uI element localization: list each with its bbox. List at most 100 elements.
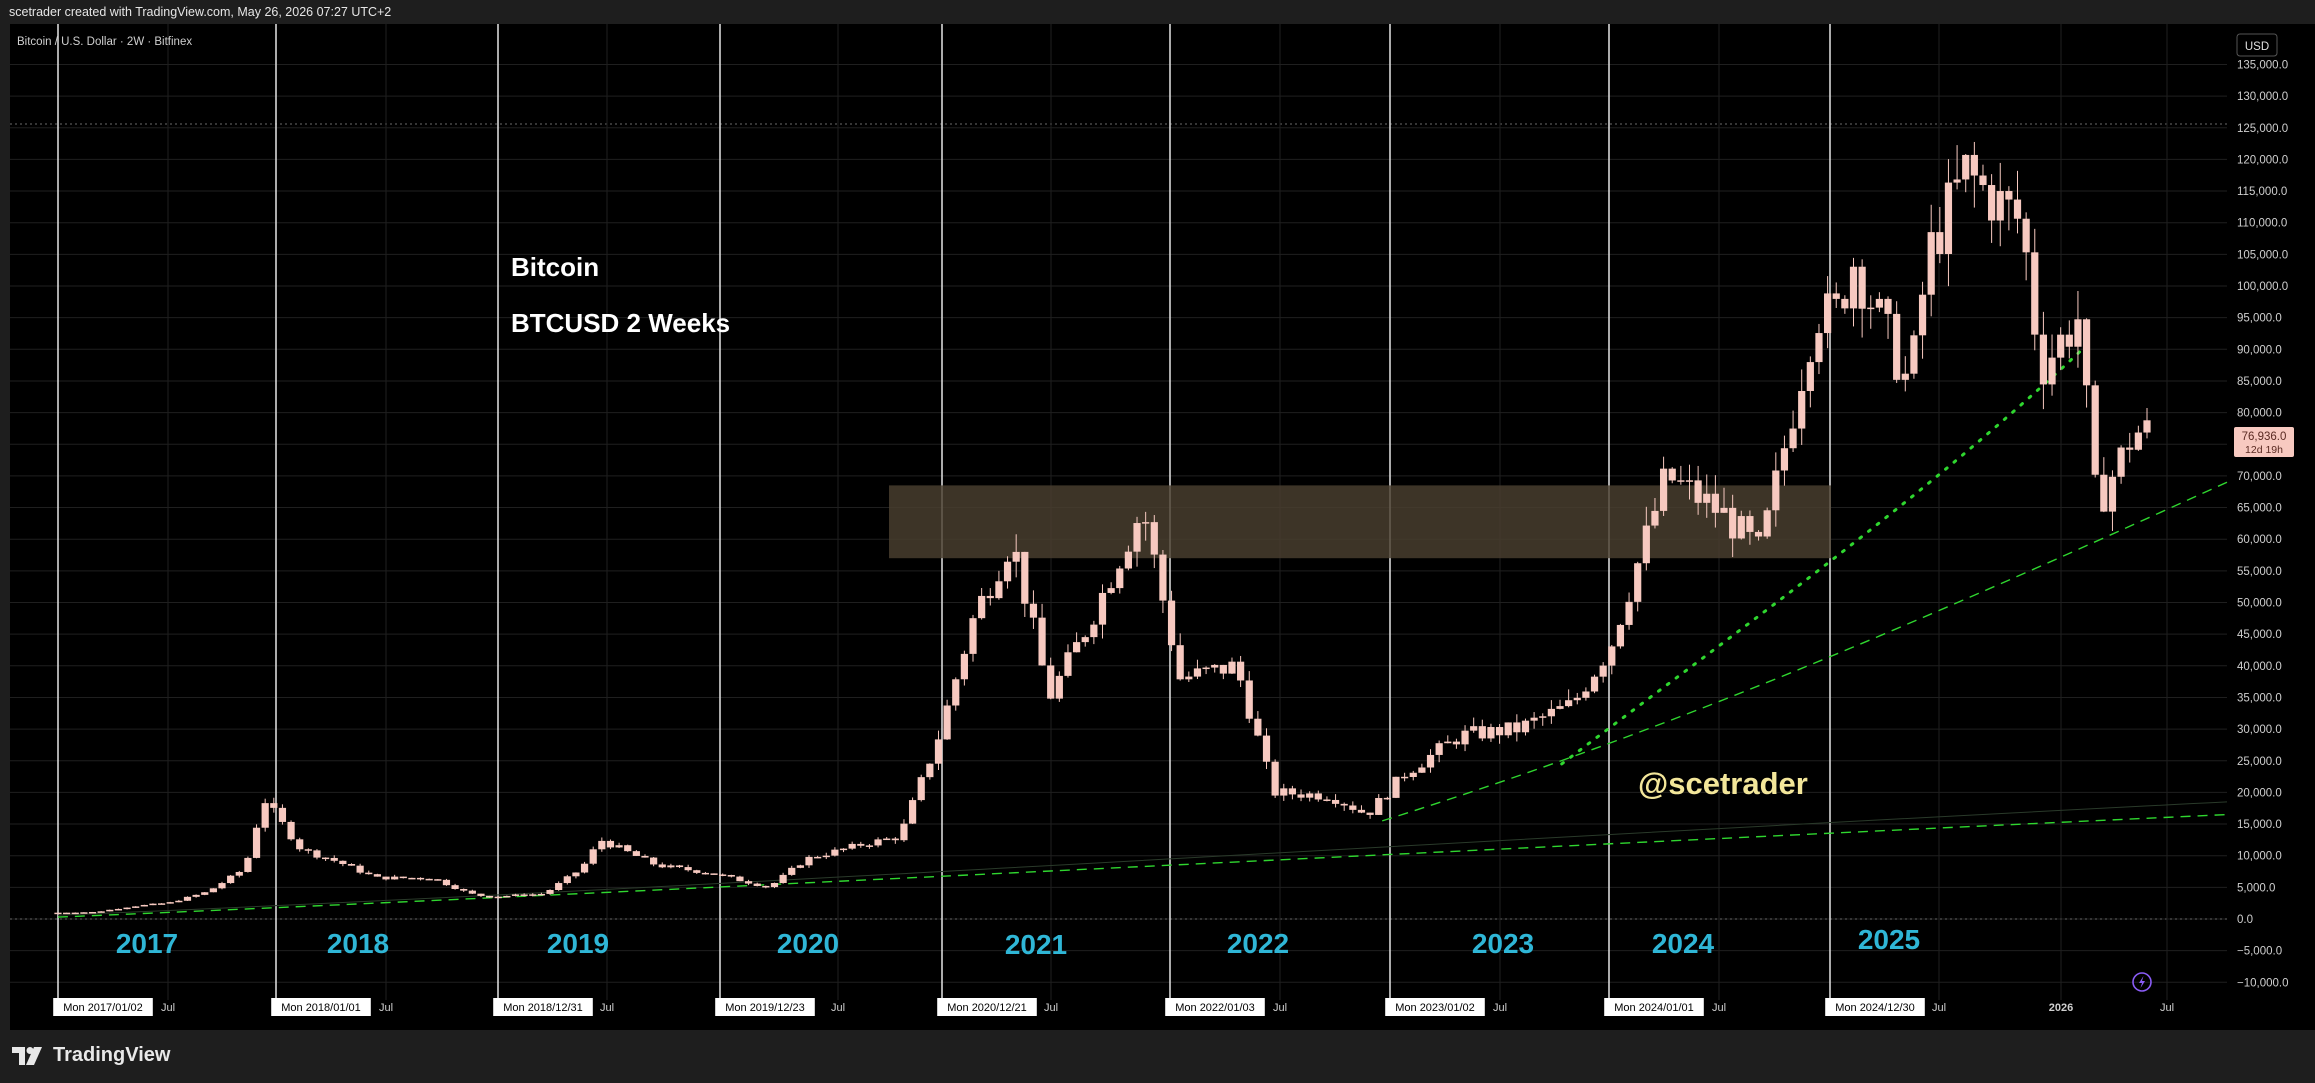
candle-body bbox=[719, 874, 727, 876]
candle-body bbox=[1495, 727, 1504, 736]
candle-body bbox=[865, 845, 874, 847]
long-term-support-trendline bbox=[57, 813, 2228, 918]
year-label: 2024 bbox=[1652, 928, 1715, 959]
candle-body bbox=[632, 851, 640, 856]
candle-body bbox=[2039, 334, 2048, 385]
candle-body bbox=[839, 848, 848, 851]
candle-body bbox=[244, 857, 252, 872]
candle-body bbox=[451, 885, 459, 889]
candle-body bbox=[1237, 661, 1245, 681]
x-tick-label: Jul bbox=[831, 1002, 845, 1014]
x-tick-label: Jul bbox=[1273, 1002, 1287, 1014]
candle-body bbox=[399, 876, 407, 879]
candle-body bbox=[54, 912, 62, 915]
y-tick-label: 100,000.0 bbox=[2237, 281, 2288, 293]
currency-badge[interactable]: USD bbox=[2236, 33, 2278, 57]
candle-body bbox=[2100, 474, 2108, 512]
y-tick-label: 95,000.0 bbox=[2237, 313, 2282, 325]
candle-body bbox=[908, 800, 917, 824]
y-tick-label: 115,000.0 bbox=[2237, 186, 2287, 198]
candle-body bbox=[1884, 298, 1892, 314]
y-tick-label: 70,000.0 bbox=[2237, 471, 2282, 483]
x-tick-label: Jul bbox=[379, 1002, 393, 1014]
candle-body bbox=[572, 872, 580, 877]
candle-body bbox=[1461, 730, 1469, 745]
candle-body bbox=[1470, 726, 1478, 731]
candle-body bbox=[175, 900, 183, 903]
x-tick-label: Jul bbox=[2160, 1002, 2174, 1014]
candle-body bbox=[391, 876, 399, 880]
candle-body bbox=[1513, 722, 1521, 733]
cycle-support-trendline bbox=[1381, 481, 2228, 822]
y-tick-label: 135,000.0 bbox=[2237, 59, 2288, 71]
candle-body bbox=[1547, 708, 1555, 717]
candle-body bbox=[1280, 788, 1288, 796]
candle-body bbox=[1262, 735, 1271, 762]
candle-body bbox=[2134, 432, 2142, 450]
candle-body bbox=[520, 894, 528, 896]
price-chart[interactable]: 135,000.0 130,000.0 125,000.0 120,000.0 115,… bbox=[0, 24, 2315, 1030]
candle-body bbox=[2022, 218, 2030, 253]
candle-body bbox=[1746, 516, 1754, 532]
candle-body bbox=[1142, 522, 1150, 524]
candle-series bbox=[54, 141, 2151, 915]
date-badge bbox=[271, 998, 371, 1016]
x-tick-label: Jul bbox=[1493, 1002, 1507, 1014]
candle-body bbox=[1815, 333, 1823, 363]
candle-body bbox=[1737, 516, 1745, 539]
candle-body bbox=[1383, 797, 1391, 800]
candle-body bbox=[1875, 298, 1883, 308]
y-tick-label: 0.0 bbox=[2237, 914, 2253, 926]
candle-body bbox=[995, 581, 1003, 599]
candle-body bbox=[917, 777, 925, 801]
date-badge bbox=[493, 998, 593, 1016]
date-badge bbox=[715, 998, 815, 1016]
candle-body bbox=[658, 864, 666, 868]
candle-body bbox=[1918, 294, 1927, 336]
candle-body bbox=[114, 908, 123, 911]
y-tick-label: 25,000.0 bbox=[2237, 756, 2282, 768]
candle-body bbox=[1659, 468, 1668, 511]
candle-body bbox=[1573, 697, 1581, 701]
y-tick-label: 45,000.0 bbox=[2237, 629, 2282, 641]
candle-body bbox=[1988, 185, 1996, 221]
candle-body bbox=[1780, 448, 1789, 471]
price-axis[interactable]: 135,000.0 130,000.0 125,000.0 120,000.0 115,… bbox=[2237, 59, 2288, 989]
candle-body bbox=[1910, 335, 1918, 374]
candle-body bbox=[1996, 191, 2004, 221]
candle-body bbox=[857, 843, 865, 846]
candle-body bbox=[2013, 199, 2022, 219]
candle-body bbox=[1634, 563, 1642, 602]
candle-body bbox=[960, 653, 968, 680]
candle-body bbox=[1228, 661, 1236, 674]
x-tick-label: Jul bbox=[600, 1002, 614, 1014]
candle-body bbox=[63, 912, 71, 915]
candle-body bbox=[537, 893, 546, 896]
candle-body bbox=[1487, 727, 1495, 739]
candle-body bbox=[261, 803, 269, 828]
candle-body bbox=[2031, 252, 2039, 335]
candle-body bbox=[1271, 761, 1279, 796]
candle-body bbox=[1055, 675, 1063, 699]
y-tick-label: 60,000.0 bbox=[2237, 534, 2282, 546]
candle-body bbox=[1590, 676, 1599, 692]
date-badge bbox=[1385, 998, 1485, 1016]
candle-body bbox=[1159, 554, 1167, 601]
x-tick-label: Mon 2017/01/02 bbox=[63, 1002, 143, 1014]
candle-body bbox=[1565, 700, 1573, 707]
candle-body bbox=[2126, 447, 2134, 450]
time-axis[interactable]: Mon 2017/01/02 Jul Mon 2018/01/01 Jul Mon 20… bbox=[53, 998, 2174, 1016]
x-tick-label: Mon 2022/01/03 bbox=[1175, 1002, 1255, 1014]
candle-body bbox=[1849, 266, 1858, 309]
candle-body bbox=[132, 906, 140, 908]
candle-body bbox=[1530, 717, 1538, 721]
x-tick-label: Mon 2024/01/01 bbox=[1614, 1002, 1694, 1014]
candle-body bbox=[192, 894, 200, 897]
candle-body bbox=[1694, 480, 1702, 503]
lightning-icon[interactable] bbox=[2132, 972, 2152, 992]
candle-body bbox=[1219, 664, 1227, 674]
tradingview-logo[interactable]: TradingView bbox=[12, 1044, 170, 1067]
candle-body bbox=[1073, 642, 1081, 653]
x-tick-label: Mon 2023/01/02 bbox=[1395, 1002, 1475, 1014]
y-tick-label: 10,000.0 bbox=[2237, 851, 2282, 863]
